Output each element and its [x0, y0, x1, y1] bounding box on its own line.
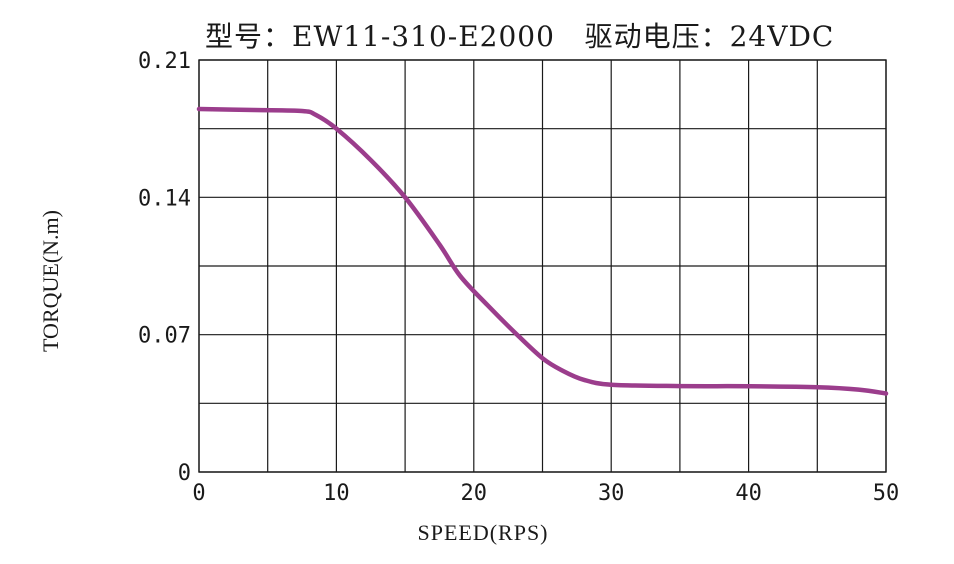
chart-title: 型号：EW11-310-E2000 驱动电压：24VDC	[205, 20, 834, 53]
x-tick-label: 0	[192, 481, 205, 506]
x-tick-label: 40	[735, 481, 762, 506]
x-tick-label: 10	[323, 481, 350, 506]
x-tick-label: 50	[873, 481, 900, 506]
x-axis-label: SPEED(RPS)	[417, 520, 548, 545]
y-tick-label: 0.14	[138, 186, 191, 211]
y-tick-label: 0.07	[138, 324, 191, 349]
y-tick-label: 0.21	[138, 49, 191, 74]
y-axis-ticks: 0 0.07 0.14 0.21	[138, 49, 191, 486]
x-axis-ticks: 0 10 20 30 40 50	[192, 481, 899, 506]
torque-curve	[196, 106, 889, 396]
plot-area	[198, 59, 887, 473]
y-axis-label: TORQUE(N.m)	[38, 210, 63, 352]
y-tick-label: 0	[178, 461, 191, 486]
grid	[198, 59, 887, 473]
x-tick-label: 20	[461, 481, 488, 506]
x-tick-label: 30	[598, 481, 625, 506]
